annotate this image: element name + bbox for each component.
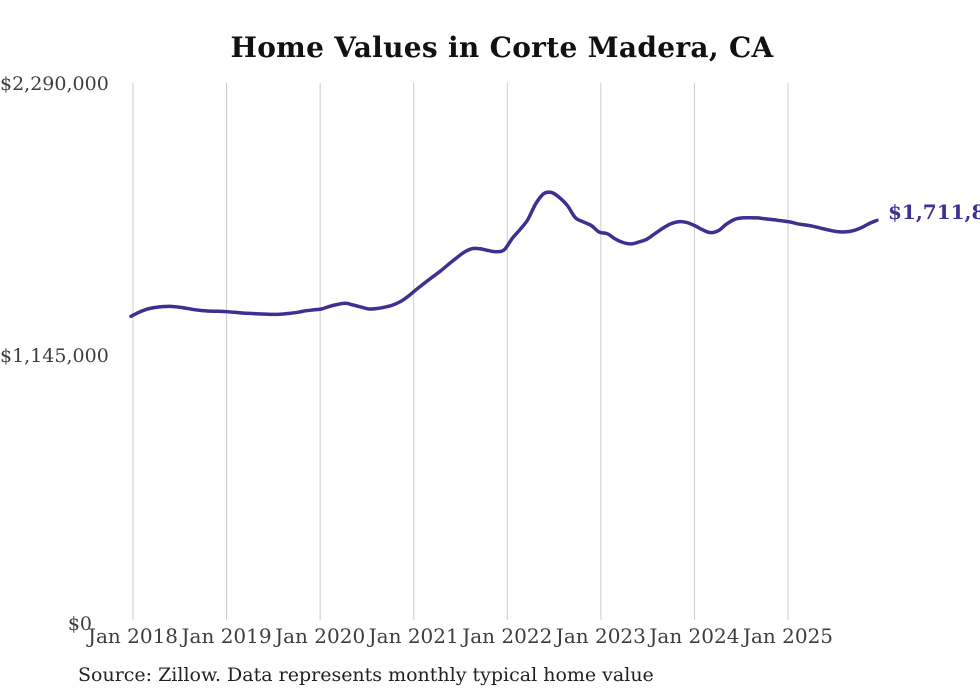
source-note: Source: Zillow. Data represents monthly … [78,664,654,686]
x-axis-label: Jan 2024 [649,624,740,648]
x-axis-label: Jan 2018 [87,624,179,648]
y-axis-label-max: $2,290,000 [0,73,109,95]
y-axis-label-zero: $0 [67,613,92,635]
home-value-line [129,190,879,319]
chart-title: Home Values in Corte Madera, CA [230,31,774,64]
x-axis-label: Jan 2021 [368,624,459,648]
x-axis-label: Jan 2019 [181,624,272,648]
x-axis-label: Jan 2020 [275,624,366,648]
latest-value-label: $1,711,832 [888,200,980,224]
x-axis-label: Jan 2025 [742,624,834,648]
x-axis-label: Jan 2022 [462,624,553,648]
y-axis-label-mid: $1,145,000 [0,345,109,367]
x-axis-label: Jan 2023 [555,624,646,648]
